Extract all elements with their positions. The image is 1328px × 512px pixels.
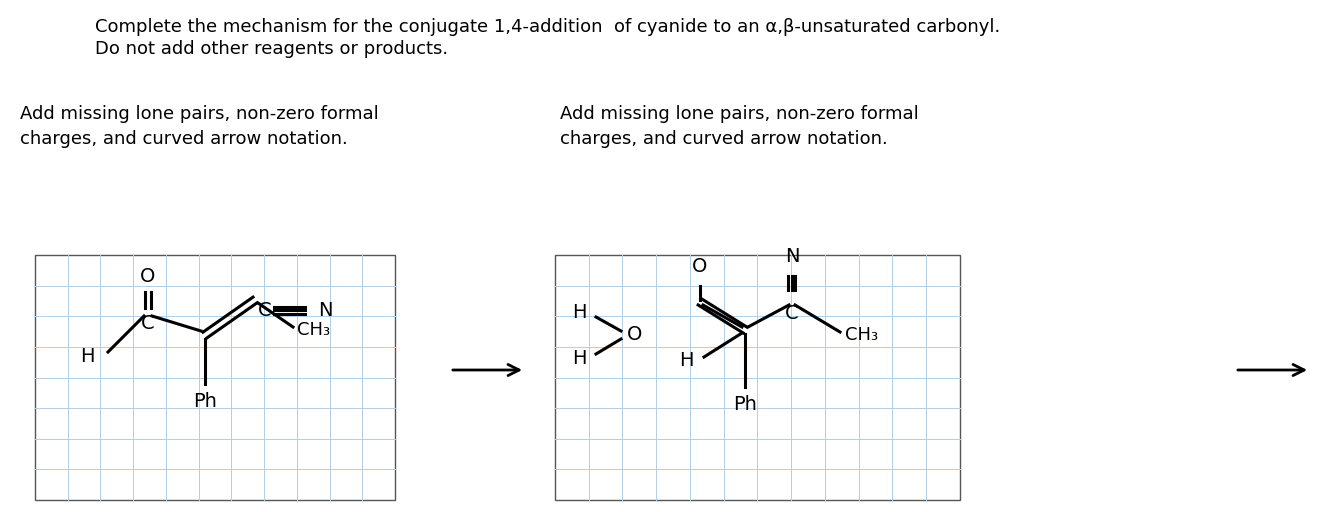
Text: CH₃: CH₃: [845, 326, 878, 344]
Bar: [35, 255, 394, 500]
Text: C: C: [785, 304, 799, 323]
Text: H: H: [572, 349, 587, 368]
Bar: [555, 255, 960, 500]
Text: Complete the mechanism for the conjugate 1,4-addition  of cyanide to an α,β-unsa: Complete the mechanism for the conjugate…: [96, 18, 1000, 36]
Text: O: O: [141, 267, 155, 286]
Text: Ph: Ph: [733, 395, 757, 414]
Text: H: H: [572, 304, 587, 323]
Text: N: N: [317, 301, 332, 319]
Text: H: H: [81, 347, 96, 366]
Text: O: O: [627, 326, 643, 345]
Text: CH₃: CH₃: [297, 321, 331, 339]
Text: O: O: [692, 257, 708, 276]
Text: Add missing lone pairs, non-zero formal
charges, and curved arrow notation.: Add missing lone pairs, non-zero formal …: [560, 105, 919, 148]
Text: Add missing lone pairs, non-zero formal
charges, and curved arrow notation.: Add missing lone pairs, non-zero formal …: [20, 105, 378, 148]
Text: C: C: [141, 314, 155, 333]
Text: H: H: [680, 351, 695, 370]
Text: N: N: [785, 247, 799, 266]
Text: C: C: [258, 301, 272, 319]
Text: Do not add other reagents or products.: Do not add other reagents or products.: [96, 40, 448, 58]
Text: Ph: Ph: [193, 392, 216, 411]
